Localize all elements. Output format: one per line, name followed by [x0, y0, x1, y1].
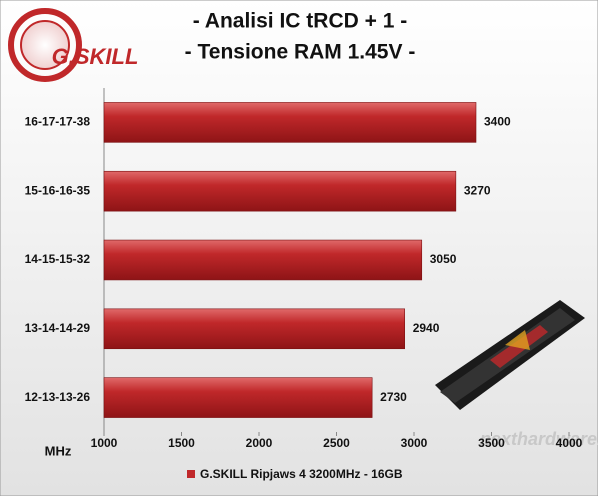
value-label: 3270	[464, 183, 491, 197]
y-tick-label: 13-14-14-29	[25, 321, 91, 335]
x-tick-label: 1500	[168, 436, 195, 450]
bar	[103, 170, 457, 212]
bar	[103, 239, 423, 281]
legend-label: G.SKILL Ripjaws 4 3200MHz - 16GB	[200, 467, 403, 481]
x-tick-label: 3500	[478, 436, 505, 450]
bar	[103, 377, 373, 418]
y-tick-label: 14-15-15-32	[25, 252, 91, 266]
x-tick-label: 2500	[323, 436, 350, 450]
value-label: 3050	[430, 252, 457, 266]
value-label: 2940	[413, 321, 440, 335]
logo-graphic: G.SKILL	[8, 8, 139, 82]
x-tick-label: 3000	[401, 436, 428, 450]
chart-title: - Analisi IC tRCD + 1 -	[193, 10, 408, 33]
logo: G.SKILL	[52, 44, 139, 69]
bar	[103, 308, 406, 350]
chart-subtitle: - Tensione RAM 1.45V -	[185, 41, 416, 64]
x-axis-label: MHz	[45, 443, 72, 458]
y-tick-label: 16-17-17-38	[25, 115, 91, 129]
value-label: 3400	[484, 115, 511, 129]
legend-swatch	[187, 470, 195, 478]
bar	[103, 102, 477, 143]
memory-graphic	[435, 300, 585, 410]
y-tick-label: 15-16-16-35	[25, 183, 91, 197]
x-tick-label: 2000	[246, 436, 273, 450]
y-tick-label: 12-13-13-26	[25, 390, 91, 404]
value-label: 2730	[380, 390, 407, 404]
x-tick-label: 4000	[556, 436, 583, 450]
x-tick-label: 1000	[91, 436, 118, 450]
